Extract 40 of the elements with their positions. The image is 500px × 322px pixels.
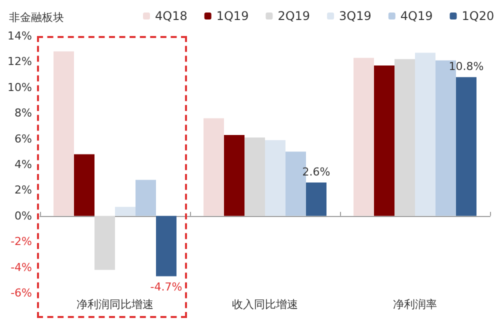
- bar: [354, 58, 374, 216]
- legend-label: 3Q19: [339, 9, 372, 23]
- legend-label: 1Q20: [462, 9, 494, 23]
- bar: [74, 154, 94, 216]
- y-tick-label: 8%: [14, 106, 32, 120]
- bar: [156, 216, 176, 276]
- legend-label: 4Q19: [400, 9, 433, 23]
- x-tick-label: 净利润率: [393, 298, 437, 311]
- legend-label: 2Q19: [278, 9, 310, 23]
- bar: [415, 52, 436, 216]
- x-tick-label: 净利润同比增速: [76, 298, 154, 311]
- bar: [244, 138, 265, 216]
- data-label: 2.6%: [302, 165, 330, 178]
- legend-label: 4Q18: [155, 9, 188, 23]
- data-label: 10.8%: [448, 60, 484, 74]
- bar: [224, 134, 244, 216]
- y-tick-label: 14%: [8, 30, 32, 42]
- y-tick-label: 4%: [14, 158, 32, 171]
- y-tick-label: 0%: [14, 209, 32, 222]
- y-tick-label: 6%: [14, 132, 32, 146]
- y-tick-label: -2%: [10, 235, 32, 248]
- bar: [54, 51, 74, 216]
- chart-title: 非金融板块: [9, 11, 64, 24]
- y-tick-label: 12%: [8, 55, 32, 68]
- bar: [306, 182, 326, 216]
- x-tick-label: 收入同比增速: [232, 298, 298, 311]
- bar: [456, 77, 476, 216]
- y-tick-label: 2%: [14, 184, 32, 197]
- bar: [394, 59, 415, 216]
- bar: [265, 140, 286, 216]
- y-tick-label: -4%: [10, 260, 32, 274]
- bar: [115, 206, 136, 216]
- y-tick-label: -6%: [10, 286, 32, 300]
- bar: [204, 118, 224, 216]
- data-label: -4.7%: [150, 280, 182, 294]
- legend-label: 1Q19: [216, 9, 249, 23]
- bar: [136, 180, 156, 216]
- bar: [94, 216, 115, 270]
- y-tick-label: 10%: [8, 80, 32, 94]
- bar: [374, 66, 394, 216]
